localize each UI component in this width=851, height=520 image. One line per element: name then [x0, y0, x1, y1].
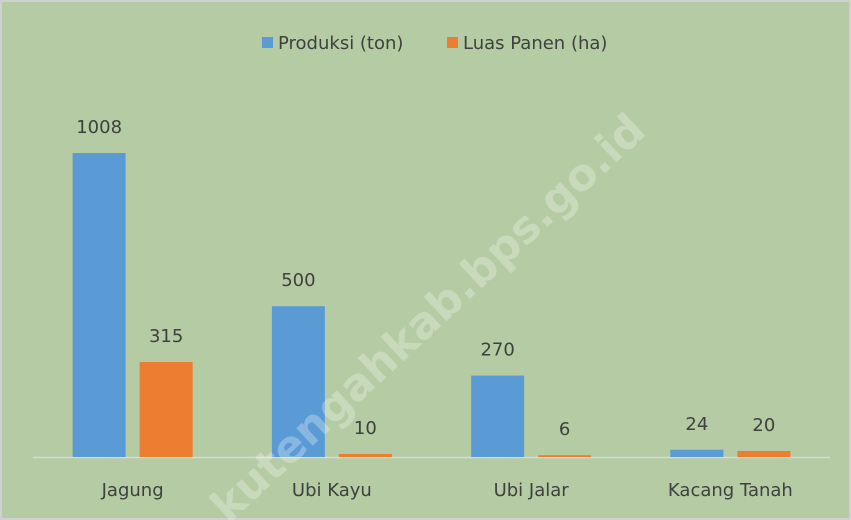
bar: [538, 455, 592, 457]
bar: [737, 450, 791, 457]
data-label: 270: [480, 340, 514, 361]
data-label: 6: [559, 419, 570, 440]
bar: [338, 453, 392, 457]
x-tick-label: Ubi Jalar: [494, 480, 570, 501]
bar: [72, 153, 126, 457]
legend-label: Produksi (ton): [278, 33, 403, 54]
bar: [271, 306, 325, 457]
data-label: 20: [752, 415, 775, 436]
bar: [139, 362, 193, 457]
data-label: 10: [354, 418, 377, 439]
legend-swatch: [447, 37, 458, 48]
data-label: 24: [685, 414, 708, 435]
plot: Produksi (ton) Luas Panen (ha) Jagung 1008 3…: [72, 33, 793, 501]
x-tick-label: Ubi Kayu: [292, 480, 372, 501]
legend-label: Luas Panen (ha): [463, 33, 607, 54]
x-tick-label: Kacang Tanah: [668, 480, 793, 501]
data-label: 500: [281, 270, 315, 291]
bar: [471, 375, 525, 457]
legend-swatch: [262, 37, 273, 48]
data-label: 315: [149, 326, 183, 347]
bar: [670, 449, 724, 457]
x-tick-label: Jagung: [101, 480, 164, 501]
data-label: 1008: [76, 117, 122, 138]
